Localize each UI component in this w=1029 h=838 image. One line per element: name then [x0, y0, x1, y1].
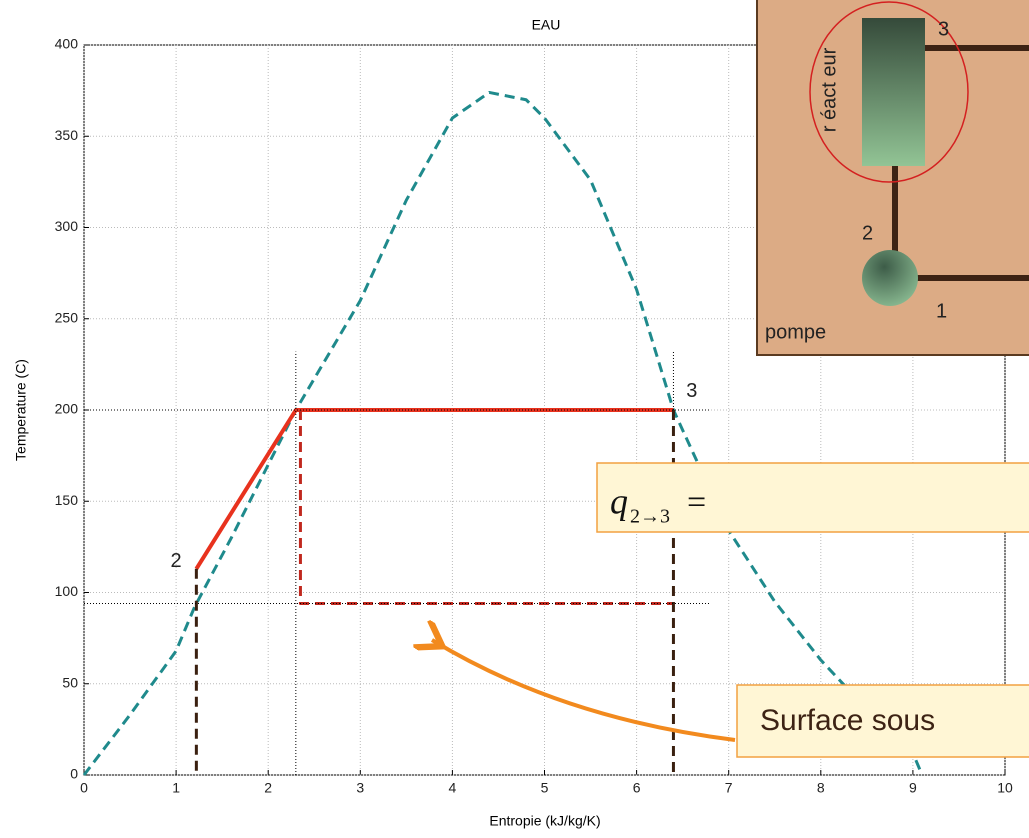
y-tick-label: 400 — [55, 36, 79, 52]
formula-operator: = — [687, 484, 706, 521]
x-tick-label: 8 — [817, 780, 825, 796]
arrow — [432, 640, 736, 742]
y-tick-label: 0 — [70, 766, 78, 782]
formula-subscript: 2→3 — [630, 506, 670, 528]
highlight-ellipse — [809, 1, 969, 183]
x-tick-label: 1 — [172, 780, 180, 796]
reactor — [862, 18, 925, 166]
x-tick-label: 5 — [541, 780, 549, 796]
reactor-label: r éact eur — [818, 47, 840, 132]
x-tick-label: 0 — [80, 780, 88, 796]
point-label: 2 — [862, 222, 873, 244]
formula-background — [596, 462, 1029, 533]
x-tick-label: 6 — [633, 780, 641, 796]
x-tick-label: 10 — [997, 780, 1013, 796]
line-series — [194, 408, 674, 570]
y-axis-label: Temperature (C) — [13, 359, 29, 461]
y-tick-label: 50 — [62, 674, 78, 690]
y-tick-label: 300 — [55, 218, 79, 234]
inset-diagram: r éact eur 3 2 1 pompe — [756, 0, 1029, 356]
point-label: 1 — [936, 300, 947, 322]
y-tick-label: 350 — [55, 127, 79, 143]
line-series — [82, 90, 924, 776]
x-tick-label: 4 — [449, 780, 457, 796]
callout-box: Surface sous — [736, 684, 1029, 758]
x-tick-label: 2 — [264, 780, 272, 796]
y-tick-label: 100 — [55, 583, 79, 599]
pump — [862, 250, 918, 306]
formula-box: q 2→3 = — [596, 462, 1029, 533]
y-tick-label: 200 — [55, 401, 79, 417]
x-tick-label: 7 — [725, 780, 733, 796]
formula-symbol: q — [610, 481, 628, 521]
callout-text: Surface sous — [760, 704, 935, 737]
x-tick-label: 9 — [909, 780, 917, 796]
annotation: 2 — [171, 550, 182, 572]
annotation: 3 — [686, 380, 697, 402]
y-tick-label: 150 — [55, 492, 79, 508]
x-tick-label: 3 — [356, 780, 364, 796]
x-axis-label: Entropie (kJ/kg/K) — [489, 813, 600, 829]
chart-title: EAU — [532, 17, 561, 33]
callout-background — [736, 684, 1029, 758]
y-tick-label: 250 — [55, 309, 79, 325]
pump-label: pompe — [765, 321, 826, 343]
point-label: 3 — [938, 18, 949, 40]
